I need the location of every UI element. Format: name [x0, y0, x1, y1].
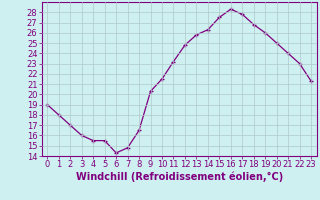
X-axis label: Windchill (Refroidissement éolien,°C): Windchill (Refroidissement éolien,°C) [76, 172, 283, 182]
